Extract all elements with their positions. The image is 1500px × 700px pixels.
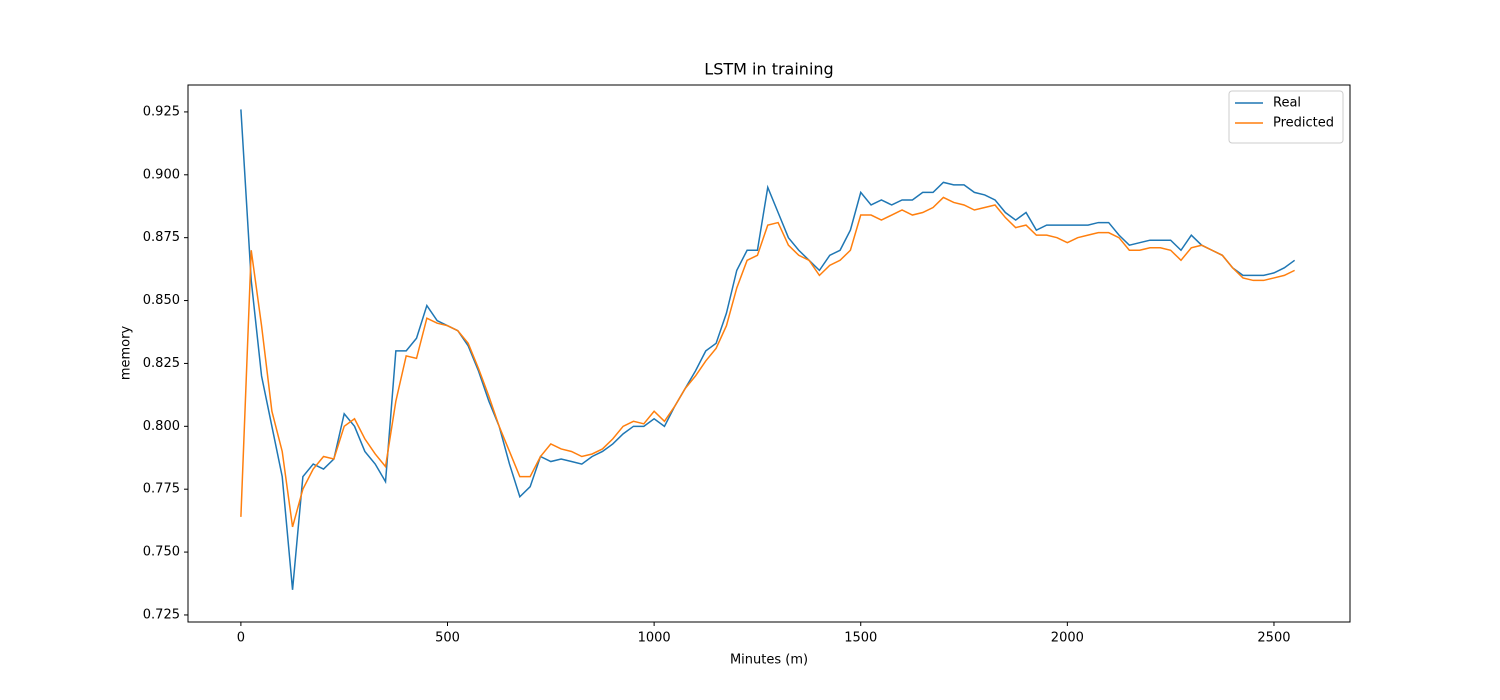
x-tick-label: 2500 [1257, 631, 1290, 646]
y-tick-label: 0.775 [143, 482, 180, 497]
y-tick-label: 0.900 [143, 167, 180, 182]
data-line [240, 196, 1295, 528]
y-tick-label: 0.725 [143, 607, 180, 622]
x-tick-label: 0 [237, 631, 245, 646]
x-tick-label: 1500 [844, 631, 877, 646]
y-tick-label: 0.875 [143, 230, 180, 245]
y-tick-label: 0.925 [143, 104, 180, 119]
legend-box [1228, 90, 1344, 144]
y-tick-label: 0.850 [143, 293, 180, 308]
data-line [240, 109, 1296, 590]
legend-label: Predicted [1273, 116, 1334, 131]
x-tick-label: 2000 [1051, 631, 1084, 646]
y-tick-label: 0.825 [143, 356, 180, 371]
x-tick-label: 500 [435, 631, 460, 646]
y-tick-label: 0.800 [143, 419, 180, 434]
x-tick-label: 1000 [638, 631, 671, 646]
y-tick-label: 0.750 [143, 545, 180, 560]
x-axis-label: Minutes (m) [730, 653, 808, 668]
legend-label: Real [1273, 96, 1301, 111]
y-axis-label: memory [119, 326, 134, 381]
chart-title: LSTM in training [704, 60, 833, 79]
plot-frame [187, 84, 1351, 623]
